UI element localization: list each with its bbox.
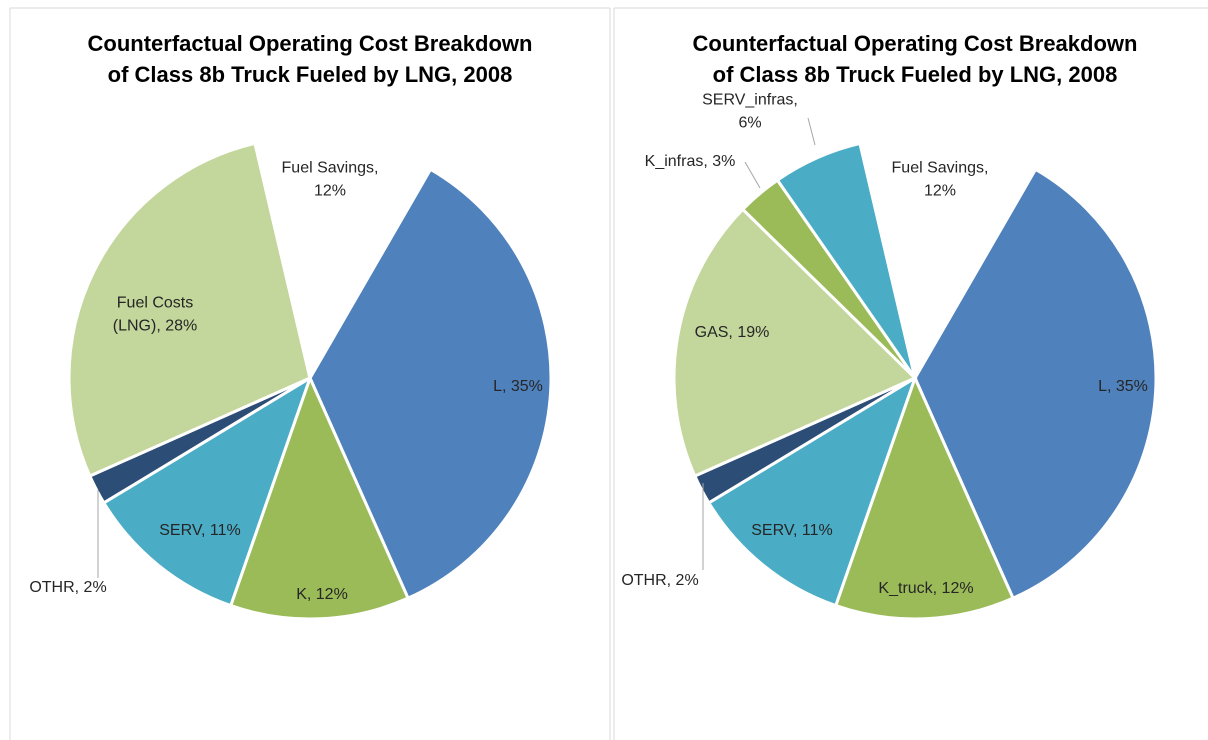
chart-title: of Class 8b Truck Fueled by LNG, 2008 [108,62,513,87]
leader-line [807,117,816,146]
data-label: K, 12% [296,586,348,603]
chart-title: Counterfactual Operating Cost Breakdown [693,31,1138,56]
data-label: K_truck, 12% [878,580,973,597]
data-label: OTHR, 2% [29,579,106,596]
pie-slice [101,374,313,608]
data-label: SERV, 11% [159,522,241,539]
pie-slice [67,141,312,479]
pie-slice [833,373,1016,621]
pie-slice [858,135,1038,383]
data-label: 6% [738,115,761,132]
leader-line [744,161,761,189]
chart-title: of Class 8b Truck Fueled by LNG, 2008 [713,62,1118,87]
chart-title: Counterfactual Operating Cost Breakdown [88,31,533,56]
data-label: Fuel Savings, [282,160,379,177]
data-label: L, 35% [1098,378,1148,395]
data-label: GAS, 19% [695,324,770,341]
data-label: 12% [314,183,346,200]
data-label: SERV_infras, [702,92,798,109]
pie-slice [706,374,918,608]
data-label: (LNG), 28% [113,318,197,335]
data-label: Fuel Savings, [892,160,989,177]
data-label: SERV, 11% [751,522,833,539]
pie-slice [672,207,918,479]
data-label: 12% [924,183,956,200]
data-label: Fuel Costs [117,295,193,312]
pie-slice [253,135,433,383]
data-label: L, 35% [493,378,543,395]
data-label: OTHR, 2% [621,572,698,589]
pie-slice [228,373,411,621]
data-label: K_infras, 3% [645,153,736,170]
